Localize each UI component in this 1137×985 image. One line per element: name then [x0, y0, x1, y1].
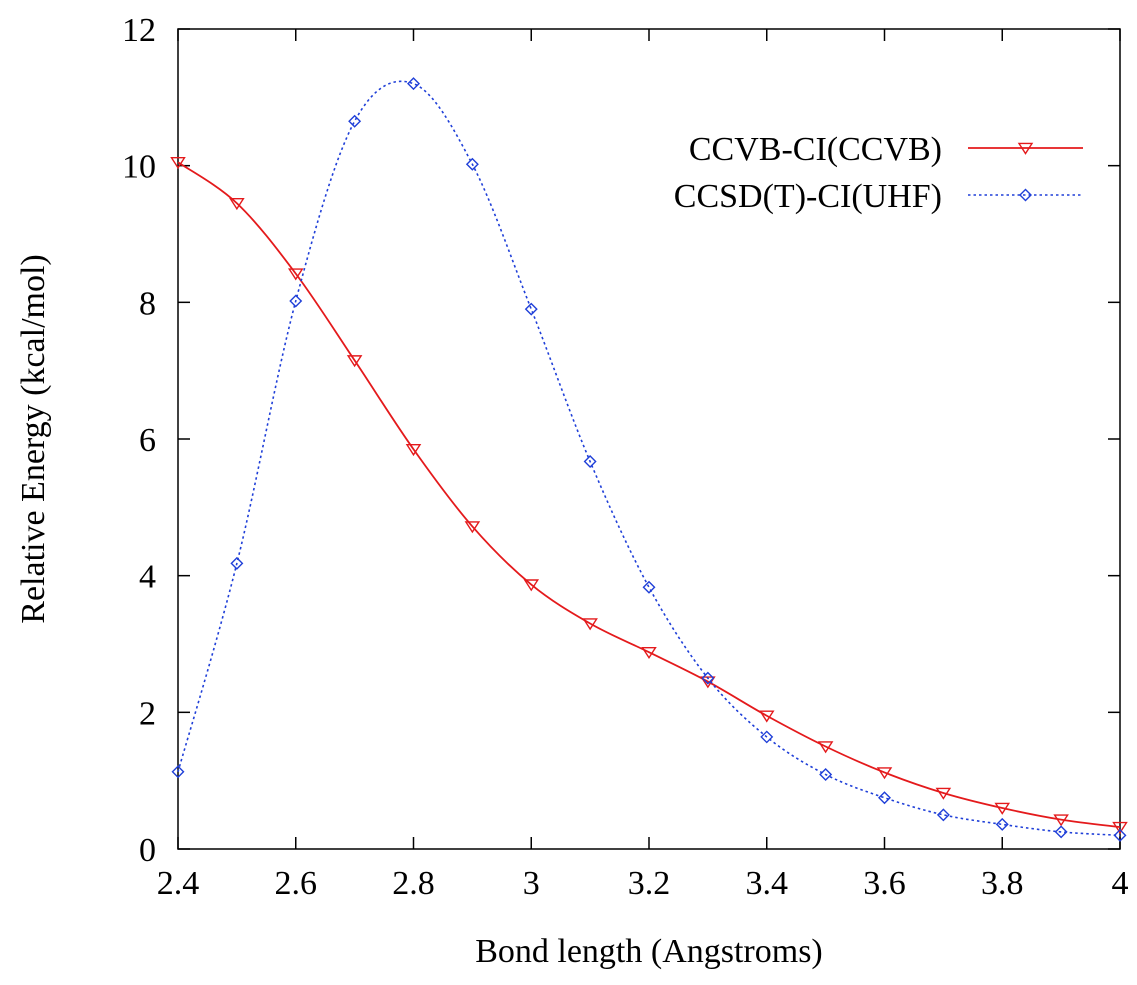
- data-point: [994, 802, 1011, 815]
- data-point: [524, 302, 538, 316]
- data-point: [289, 294, 303, 308]
- series-line: [177, 161, 1121, 829]
- data-point: [348, 114, 362, 128]
- series-1: [170, 156, 1128, 834]
- legend-label: CCSD(T)-CI(UHF): [674, 178, 942, 215]
- data-point: [583, 455, 597, 469]
- series-2: [171, 77, 1127, 842]
- x-tick-label: 3.8: [981, 865, 1024, 902]
- x-tick-label: 3.6: [863, 865, 906, 902]
- data-point: [817, 741, 834, 754]
- x-tick-label: 2.4: [157, 865, 200, 902]
- y-tick-label: 0: [139, 832, 156, 869]
- data-point: [642, 580, 656, 594]
- x-tick-labels: 2.4 2.6 2.8 3 3.2 3.4 3.6 3.8 4: [157, 865, 1129, 902]
- data-point: [876, 767, 893, 780]
- y-tick-labels: 0 2 4 6 8 10 12: [122, 12, 156, 869]
- data-point: [582, 618, 598, 631]
- data-point: [1054, 825, 1068, 839]
- data-point: [346, 355, 363, 368]
- data-point: [760, 730, 774, 744]
- x-tick-label: 3.2: [628, 865, 671, 902]
- data-point: [878, 791, 891, 805]
- data-point: [641, 646, 657, 660]
- data-point: [1053, 814, 1069, 827]
- x-tick-label: 4: [1112, 865, 1129, 902]
- legend-marker: [1017, 142, 1034, 155]
- y-tick-label: 12: [122, 12, 156, 49]
- y-tick-label: 4: [139, 559, 156, 596]
- data-point: [171, 765, 185, 779]
- y-tick-label: 6: [139, 422, 156, 459]
- data-point: [995, 817, 1009, 831]
- data-point: [465, 157, 479, 171]
- data-point: [935, 787, 952, 800]
- y-tick-label: 2: [139, 695, 156, 732]
- data-point: [701, 671, 715, 685]
- plot-frame: [177, 28, 1121, 850]
- legend-label: CCVB-CI(CCVB): [689, 131, 942, 168]
- data-point: [287, 268, 304, 281]
- x-tick-label: 3: [523, 865, 540, 902]
- x-tick-label: 2.6: [275, 865, 318, 902]
- y-axis-label: Relative Energy (kcal/mol): [15, 254, 52, 623]
- data-point: [819, 768, 833, 782]
- legend: CCVB-CI(CCVB) CCSD(T)-CI(UHF): [674, 131, 1083, 215]
- data-point: [464, 521, 481, 534]
- data-point: [1113, 828, 1127, 842]
- data-point: [170, 156, 186, 170]
- data-point: [229, 197, 245, 211]
- data-point: [405, 444, 422, 457]
- y-tick-label: 10: [122, 149, 156, 186]
- data-point: [230, 556, 244, 570]
- data-point: [758, 710, 775, 723]
- legend-marker: [1019, 188, 1032, 202]
- data-point: [936, 808, 950, 822]
- series-group: [170, 77, 1128, 842]
- data-point: [523, 579, 540, 592]
- series-line: [177, 80, 1121, 837]
- x-tick-label: 3.4: [746, 865, 789, 902]
- x-axis-label: Bond length (Angstroms): [475, 933, 823, 970]
- axis-ticks: [177, 28, 1121, 850]
- y-tick-label: 8: [139, 285, 156, 322]
- x-tick-label: 2.8: [392, 865, 435, 902]
- data-point: [1112, 821, 1128, 834]
- data-point: [407, 77, 420, 91]
